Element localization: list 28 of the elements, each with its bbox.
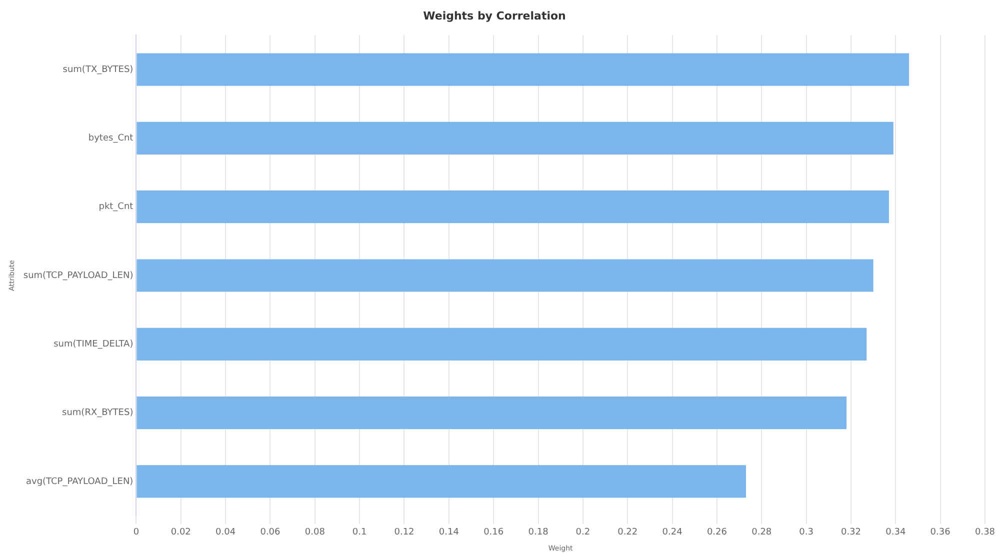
chart-title: Weights by Correlation bbox=[423, 9, 566, 22]
x-tick-label: 0.04 bbox=[216, 528, 236, 538]
x-tick-label: 0 bbox=[133, 528, 140, 538]
y-tick-label: pkt_Cnt bbox=[98, 202, 134, 212]
x-tick-label: 0.18 bbox=[528, 528, 549, 538]
x-tick-label: 0.28 bbox=[752, 528, 772, 538]
x-tick-label: 0.06 bbox=[260, 528, 281, 538]
x-tick-label: 0.38 bbox=[974, 528, 996, 538]
y-tick-label: sum(RX_BYTES) bbox=[62, 408, 134, 418]
y-tick-label: bytes_Cnt bbox=[88, 134, 134, 144]
x-tick-label: 0.3 bbox=[799, 528, 814, 538]
x-tick-label: 0.02 bbox=[170, 528, 191, 538]
x-tick-label: 0.24 bbox=[662, 528, 683, 538]
y-tick-label: sum(TIME_DELTA) bbox=[54, 340, 134, 350]
x-tick-label: 0.12 bbox=[394, 528, 414, 538]
x-tick-label: 0.22 bbox=[618, 528, 638, 538]
x-tick-label: 0.34 bbox=[886, 528, 906, 538]
x-tick-label: 0.16 bbox=[484, 528, 504, 538]
y-tick-label: sum(TX_BYTES) bbox=[62, 64, 134, 75]
y-tick-label: avg(TCP_PAYLOAD_LEN) bbox=[26, 476, 134, 487]
x-tick-label: 0.32 bbox=[840, 528, 862, 538]
x-tick-label: 0.36 bbox=[930, 528, 951, 538]
x-tick-label: 0.26 bbox=[706, 528, 728, 538]
y-tick-label: sum(TCP_PAYLOAD_LEN) bbox=[23, 270, 134, 281]
x-tick-label: 0.1 bbox=[352, 528, 367, 538]
x-tick-label: 0.08 bbox=[304, 528, 326, 538]
x-tick-label: 0.2 bbox=[576, 528, 590, 538]
x-tick-label: 0.14 bbox=[438, 528, 460, 538]
